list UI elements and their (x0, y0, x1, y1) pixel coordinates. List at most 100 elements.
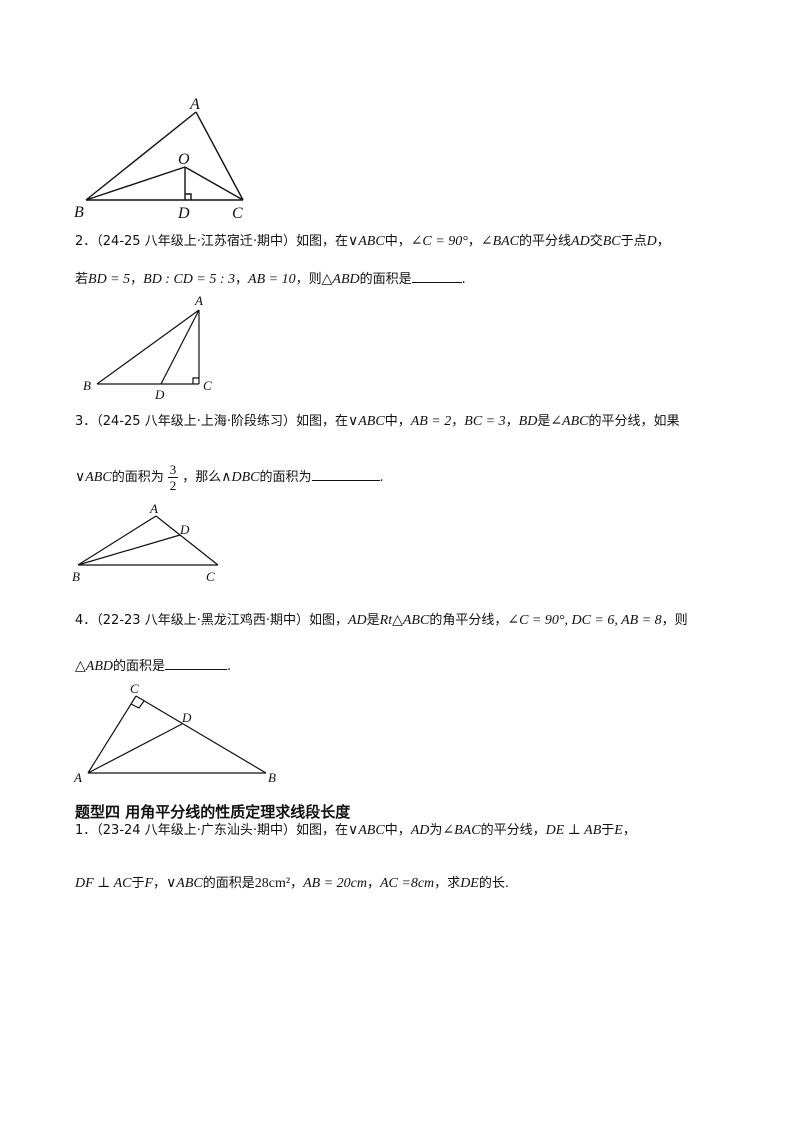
text: 的面积为 (111, 470, 164, 485)
math: AD (571, 234, 590, 249)
figure-4-svg: C D A B (73, 681, 276, 785)
text: ， (467, 234, 481, 249)
fig4-label-D: D (181, 710, 192, 725)
figure-2-svg: A B D C (83, 293, 212, 402)
section-problem-1-line-1: 1．（23-24 八年级上·广东汕头·期中）如图，在∨ABC中，AD为∠BAC的… (75, 822, 636, 840)
problem-3-line-2: ∨ABC的面积为 3 2 ，那么∧DBC的面积为. (75, 460, 384, 496)
text: 中， (384, 414, 411, 429)
fig1-label-C: C (232, 205, 243, 222)
text: 中， (384, 234, 411, 249)
math: ∠BAC (480, 234, 520, 249)
problem-source: （24-25 八年级上·江苏宿迁·期中） (96, 234, 296, 249)
fig1-label-D: D (177, 205, 190, 222)
math: AD (347, 613, 367, 628)
problem-number: 4． (75, 613, 97, 628)
math: F (144, 876, 154, 891)
section-problem-1-line-2: DF ⊥ AC于F，∨ABC的面积是28cm²，AB = 20cm，AC =8c… (75, 875, 509, 893)
text: 如图，在 (295, 234, 348, 249)
math: AB = 10 (248, 272, 296, 287)
math: AB = 20cm (303, 876, 367, 891)
fig2-label-C: C (203, 378, 212, 393)
text: ， (451, 414, 465, 429)
text: ， (153, 876, 167, 891)
math: △ABD (75, 659, 113, 674)
math: AC =8cm (380, 876, 435, 891)
problem-2-line-2: 若BD = 5，BD : CD = 5 : 3，AB = 10，则△ABD的面积… (75, 270, 466, 289)
fraction-denominator: 2 (169, 478, 177, 493)
text: ， (505, 414, 519, 429)
math: AD (410, 823, 430, 838)
fig1-label-O: O (178, 151, 190, 168)
text: 的面积是 (112, 659, 165, 674)
text: 如图，在 (295, 823, 348, 838)
text: 如图，在 (295, 414, 348, 429)
problem-source: （22-23 八年级上·黑龙江鸡西·期中） (96, 613, 309, 628)
fig4-label-A: A (73, 770, 82, 785)
figure-1: A O B D C (70, 92, 270, 222)
math: ∠BAC (442, 823, 481, 838)
text: . (227, 659, 232, 674)
math: ∨ABC (166, 876, 203, 891)
text: 为 (429, 823, 443, 838)
math: ∨ABC (347, 234, 385, 249)
figure-3: A D B C (70, 500, 230, 585)
text: ， (366, 876, 380, 891)
math: DF ⊥ AC (75, 876, 132, 891)
answer-blank[interactable] (411, 270, 462, 283)
text: 的平分线，如果 (588, 414, 680, 429)
text: 交 (589, 234, 603, 249)
fig1-label-B: B (74, 204, 84, 221)
problem-4-line-2: △ABD的面积是. (75, 657, 231, 676)
fig1-label-A: A (189, 96, 200, 113)
figure-3-svg: A D B C (72, 501, 219, 584)
math: ∧DBC (221, 470, 260, 485)
text: 是 (366, 613, 380, 628)
figure-4: C D A B (70, 678, 290, 786)
problem-source: （24-25 八年级上·上海·阶段练习） (96, 414, 296, 429)
math: ∨ABC (75, 470, 112, 485)
problem-3-line-1: 3．（24-25 八年级上·上海·阶段练习）如图，在∨ABC中，AB = 2，B… (75, 413, 680, 431)
math: BC = 3 (464, 414, 506, 429)
math: ∠C = 90°, DC = 6, AB = 8 (507, 613, 662, 628)
text: 于 (131, 876, 145, 891)
fig2-label-A: A (194, 293, 203, 308)
text: ，求 (434, 876, 461, 891)
text: ， (235, 272, 249, 287)
math: AB = 2 (410, 414, 452, 429)
text: 的长. (478, 876, 509, 891)
text: . (379, 470, 384, 485)
text: 的面积为 (259, 470, 312, 485)
math: △ABD (321, 272, 360, 287)
answer-blank[interactable] (165, 657, 227, 670)
math: 28cm² (254, 876, 291, 891)
text: ， (622, 823, 636, 838)
figure-1-svg: A O B D C (74, 96, 244, 222)
math: Rt△ABC (379, 613, 430, 628)
text: . (461, 272, 466, 287)
text: 若 (75, 272, 89, 287)
problem-4-line-1: 4．（22-23 八年级上·黑龙江鸡西·期中）如图，AD是Rt△ABC的角平分线… (75, 612, 688, 630)
text: ， (656, 234, 670, 249)
text: 的平分线 (519, 234, 572, 249)
fig2-label-B: B (83, 378, 91, 393)
text: 的角平分线， (429, 613, 508, 628)
answer-blank[interactable] (311, 468, 380, 481)
math: ∨ABC (347, 823, 385, 838)
text: ，那么 (182, 470, 222, 485)
math: ∠C = 90° (410, 234, 468, 249)
problem-number: 2． (75, 234, 97, 249)
math: ∨ABC (347, 414, 385, 429)
math: BC (602, 234, 621, 249)
math: DE (460, 876, 479, 891)
fig3-label-D: D (179, 522, 190, 537)
fig4-label-C: C (130, 681, 139, 696)
text: ， (130, 272, 144, 287)
text: 中， (384, 823, 411, 838)
text: 的面积是 (359, 272, 412, 287)
text: 的平分线， (480, 823, 546, 838)
math: ∠ABC (550, 414, 589, 429)
math: BD = 5 (88, 272, 131, 287)
math: DE ⊥ AB (545, 823, 602, 838)
fig3-label-A: A (149, 501, 158, 516)
